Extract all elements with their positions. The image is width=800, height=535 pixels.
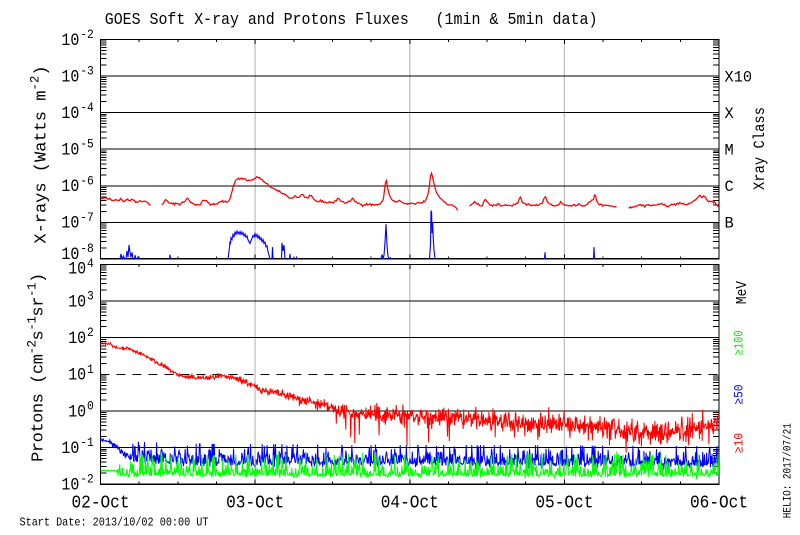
svg-text:Xray Class: Xray Class	[751, 107, 769, 190]
svg-text:Start Date: 2013/10/02 00:00 U: Start Date: 2013/10/02 00:00 UT	[20, 516, 209, 530]
svg-text:B: B	[725, 215, 734, 233]
svg-text:M: M	[725, 142, 734, 160]
svg-text:03-Oct: 03-Oct	[226, 494, 284, 514]
svg-text:10: 10	[61, 67, 79, 87]
svg-text:06-Oct: 06-Oct	[690, 494, 748, 514]
svg-text:3: 3	[87, 290, 94, 304]
svg-text:05-Oct: 05-Oct	[535, 494, 593, 514]
svg-text:-7: -7	[80, 211, 94, 225]
svg-text:04-Oct: 04-Oct	[381, 494, 439, 514]
svg-text:-3: -3	[80, 65, 94, 79]
svg-text:Protons (cm-2s-1sr-1): Protons (cm-2s-1sr-1)	[26, 273, 49, 462]
svg-text:02-Oct: 02-Oct	[72, 494, 130, 514]
svg-text:X-rays (Watts m-2): X-rays (Watts m-2)	[29, 65, 52, 243]
svg-text:10: 10	[61, 31, 79, 51]
svg-text:10: 10	[61, 245, 79, 265]
svg-text:1: 1	[87, 363, 94, 377]
svg-text:-8: -8	[80, 242, 94, 256]
svg-text:10: 10	[61, 177, 79, 197]
svg-text:X: X	[725, 105, 735, 123]
svg-text:-6: -6	[80, 174, 94, 188]
svg-text:10: 10	[68, 366, 86, 386]
svg-text:(1min & 5min data): (1min & 5min data)	[436, 10, 598, 29]
svg-text:4: 4	[87, 257, 94, 271]
svg-text:10: 10	[61, 141, 79, 161]
svg-text:HELIO: 2017/07/21: HELIO: 2017/07/21	[783, 423, 795, 518]
svg-text:GOES Soft X-ray and Protons Fl: GOES Soft X-ray and Protons Fluxes	[105, 10, 409, 29]
svg-text:-2: -2	[80, 28, 94, 42]
svg-text:-4: -4	[80, 101, 94, 115]
svg-text:10: 10	[61, 104, 79, 124]
svg-text:10: 10	[68, 329, 86, 349]
svg-text:10: 10	[68, 292, 86, 312]
svg-text:10: 10	[68, 260, 86, 280]
svg-text:MeV: MeV	[735, 281, 751, 304]
svg-text:10: 10	[61, 439, 79, 459]
svg-text:≥50: ≥50	[733, 385, 747, 405]
svg-text:10: 10	[68, 402, 86, 422]
svg-text:10: 10	[61, 476, 79, 496]
svg-text:≥10: ≥10	[733, 433, 747, 453]
svg-text:-5: -5	[80, 138, 94, 152]
svg-text:C: C	[725, 178, 734, 196]
svg-text:-1: -1	[80, 436, 94, 450]
svg-text:2: 2	[87, 326, 94, 340]
svg-text:0: 0	[87, 399, 94, 413]
svg-text:X10: X10	[725, 68, 753, 86]
svg-text:10: 10	[61, 214, 79, 234]
svg-text:-2: -2	[80, 473, 94, 487]
svg-text:≥100: ≥100	[733, 330, 747, 355]
